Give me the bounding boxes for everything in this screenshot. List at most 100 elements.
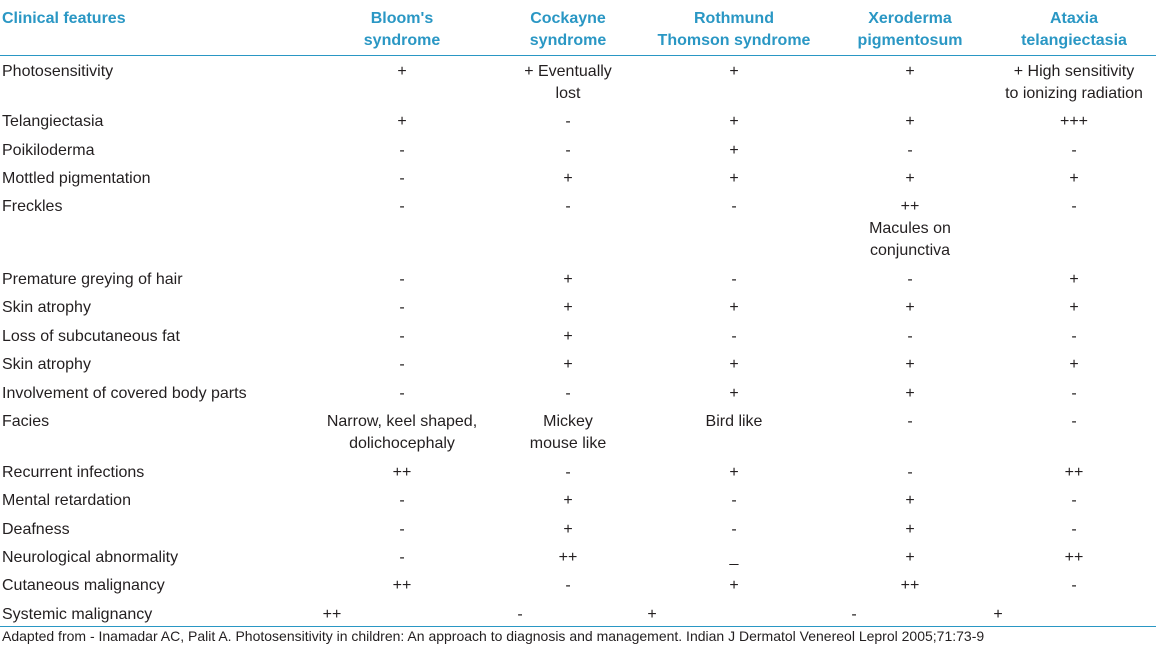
table-cell: +	[397, 63, 407, 80]
table-cell: +	[905, 299, 915, 316]
table-cell: +	[563, 356, 573, 373]
row-feature-label: Mental retardation	[2, 492, 131, 509]
table-cell: -	[399, 271, 405, 288]
row-feature-label: Photosensitivity	[2, 63, 114, 80]
table-cell: +	[905, 356, 915, 373]
table-cell: -	[399, 142, 405, 159]
row-feature-label: Cutaneous malignancy	[2, 577, 165, 594]
table-cell: +	[729, 63, 739, 80]
header-bottom-rule	[0, 55, 1156, 56]
table-cell: ++	[392, 464, 412, 481]
table-cell: +	[563, 328, 573, 345]
footer-rule	[0, 626, 1156, 627]
table-cell: +	[729, 170, 739, 187]
table-cell: +	[993, 606, 1003, 623]
row-feature-label: Freckles	[2, 198, 63, 215]
table-cell: +	[563, 492, 573, 509]
table-cell: +	[647, 606, 657, 623]
table-cell: -	[1071, 521, 1077, 538]
table-cell: +	[563, 271, 573, 288]
row-feature-label: Systemic malignancy	[2, 606, 153, 623]
table-cell: +	[1069, 356, 1079, 373]
table-cell: -	[907, 464, 913, 481]
table-cell: ++	[1064, 464, 1084, 481]
table-cell: -	[399, 328, 405, 345]
row-feature-label: Mottled pigmentation	[2, 170, 151, 187]
table-cell: -	[565, 577, 571, 594]
table-cell: -	[731, 198, 737, 215]
table-cell: +	[729, 464, 739, 481]
table-cell: +	[397, 113, 407, 130]
header-blooms-syndrome: Bloom's syndrome	[363, 10, 441, 49]
table-cell: -	[1071, 413, 1077, 430]
table-cell: -	[731, 521, 737, 538]
table-cell: +	[905, 492, 915, 509]
header-clinical-features: Clinical features	[2, 10, 126, 27]
table-cell: +	[905, 63, 915, 80]
table-cell: Narrow, keel shaped, dolichocephaly	[326, 413, 478, 452]
table-cell: -	[1071, 328, 1077, 345]
table-cell: _	[729, 549, 739, 566]
table-cell: + Eventually lost	[524, 63, 612, 102]
table-cell: -	[731, 271, 737, 288]
table-cell: -	[565, 385, 571, 402]
table-cell: ++ Macules on conjunctiva	[869, 198, 951, 259]
table-cell: -	[565, 142, 571, 159]
table-cell: +	[729, 356, 739, 373]
source-citation: Adapted from - Inamadar AC, Palit A. Pho…	[2, 628, 985, 644]
row-feature-label: Poikiloderma	[2, 142, 95, 159]
row-feature-label: Facies	[2, 413, 50, 430]
table-cell: +	[905, 385, 915, 402]
table-cell: +	[905, 113, 915, 130]
table-cell: Mickey mouse like	[529, 413, 607, 452]
row-feature-label: Recurrent infections	[2, 464, 145, 481]
table-cell: -	[731, 492, 737, 509]
row-feature-label: Skin atrophy	[2, 356, 91, 373]
table-cell: +	[905, 549, 915, 566]
table-cell: -	[565, 113, 571, 130]
table-cell: +	[905, 170, 915, 187]
table-cell: +	[563, 170, 573, 187]
table-cell: -	[399, 198, 405, 215]
table-cell: -	[399, 385, 405, 402]
table-cell: -	[907, 413, 913, 430]
row-feature-label: Telangiectasia	[2, 113, 104, 130]
row-feature-label: Skin atrophy	[2, 299, 91, 316]
table-cell: -	[565, 198, 571, 215]
table-cell: ++	[392, 577, 412, 594]
table-cell: ++	[558, 549, 578, 566]
table-cell: -	[399, 299, 405, 316]
row-feature-label: Involvement of covered body parts	[2, 385, 247, 402]
table-cell: ++	[900, 577, 920, 594]
table-cell: -	[517, 606, 523, 623]
table-cell: -	[1071, 577, 1077, 594]
table-cell: -	[399, 170, 405, 187]
table-cell: +	[1069, 271, 1079, 288]
table-cell: +	[729, 385, 739, 402]
table-cell: +	[563, 521, 573, 538]
table-cell: -	[1071, 492, 1077, 509]
table-cell: -	[907, 328, 913, 345]
table-cell: +	[729, 577, 739, 594]
table-cell: -	[399, 356, 405, 373]
row-feature-label: Neurological abnormality	[2, 549, 179, 566]
table-cell: +	[729, 142, 739, 159]
table-cell: -	[1071, 142, 1077, 159]
table-cell: -	[565, 464, 571, 481]
table-cell: -	[907, 271, 913, 288]
table-cell: +	[563, 299, 573, 316]
row-feature-label: Loss of subcutaneous fat	[2, 328, 180, 345]
row-feature-label: Deafness	[2, 521, 70, 538]
table-cell: +	[1069, 299, 1079, 316]
table-cell: -	[399, 521, 405, 538]
table-cell: -	[399, 492, 405, 509]
table-cell: -	[731, 328, 737, 345]
table-cell: -	[851, 606, 857, 623]
header-rothmund-thomson-syndrome: Rothmund Thomson syndrome	[657, 10, 811, 49]
table-cell: +	[905, 521, 915, 538]
table-cell: Bird like	[705, 413, 763, 430]
table-cell: +	[729, 299, 739, 316]
table-cell: -	[907, 142, 913, 159]
table-cell: +	[1069, 170, 1079, 187]
table-cell: -	[1071, 385, 1077, 402]
